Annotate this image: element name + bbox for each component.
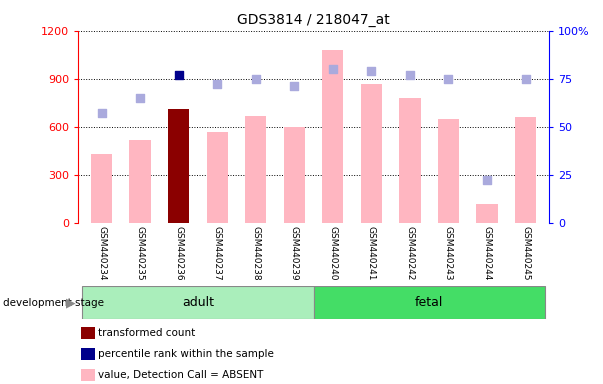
Text: GSM440238: GSM440238: [251, 226, 260, 281]
Bar: [476, 204, 497, 223]
Bar: [314, 286, 545, 319]
Title: GDS3814 / 218047_at: GDS3814 / 218047_at: [237, 13, 390, 27]
Point: [444, 76, 453, 82]
Text: GSM440242: GSM440242: [405, 226, 414, 280]
Text: GSM440241: GSM440241: [367, 226, 376, 280]
Point: [405, 72, 415, 78]
Bar: [361, 84, 382, 223]
Text: fetal: fetal: [415, 296, 443, 309]
Text: adult: adult: [182, 296, 214, 309]
Point: [251, 76, 260, 82]
Text: GSM440240: GSM440240: [329, 226, 337, 280]
Bar: [91, 154, 112, 223]
Text: GSM440237: GSM440237: [213, 226, 222, 281]
Text: GSM440245: GSM440245: [521, 226, 530, 280]
Bar: [245, 116, 267, 223]
Text: percentile rank within the sample: percentile rank within the sample: [98, 349, 274, 359]
Point: [367, 68, 376, 74]
Point: [482, 177, 492, 184]
Bar: [438, 119, 459, 223]
Point: [521, 76, 531, 82]
Bar: [399, 98, 420, 223]
Text: development stage: development stage: [3, 298, 104, 308]
Bar: [168, 109, 189, 223]
Text: GSM440244: GSM440244: [482, 226, 491, 280]
Text: GSM440235: GSM440235: [136, 226, 145, 281]
Point: [289, 83, 299, 89]
Text: value, Detection Call = ABSENT: value, Detection Call = ABSENT: [98, 370, 263, 380]
Text: GSM440234: GSM440234: [97, 226, 106, 280]
Bar: [322, 50, 344, 223]
Bar: [130, 139, 151, 223]
Point: [96, 110, 106, 116]
Point: [212, 81, 222, 88]
Text: transformed count: transformed count: [98, 328, 195, 338]
Text: GSM440236: GSM440236: [174, 226, 183, 281]
Bar: [515, 117, 536, 223]
Point: [328, 66, 338, 72]
Text: ▶: ▶: [66, 296, 76, 309]
Bar: [283, 127, 305, 223]
Text: GSM440243: GSM440243: [444, 226, 453, 280]
Point: [174, 72, 183, 78]
Bar: [82, 286, 314, 319]
Point: [135, 95, 145, 101]
Bar: [207, 131, 228, 223]
Text: GSM440239: GSM440239: [290, 226, 298, 281]
